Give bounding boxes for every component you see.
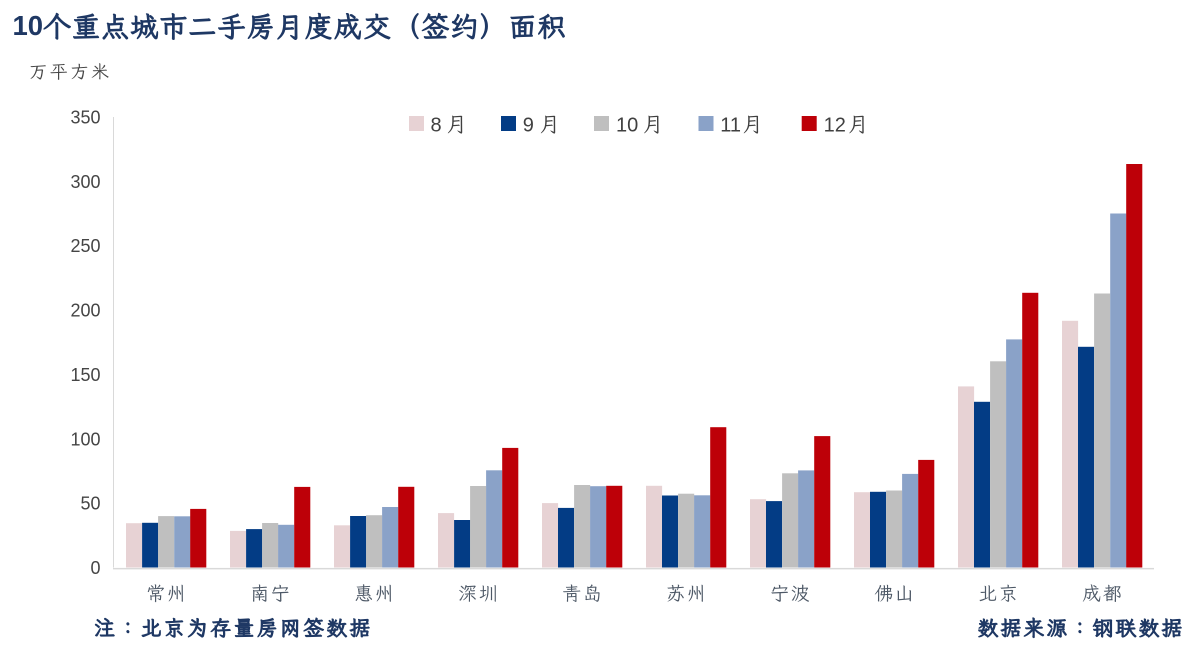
svg-text:50: 50	[80, 494, 100, 514]
svg-text:10: 10	[13, 10, 44, 41]
svg-text:9: 9	[523, 114, 534, 136]
svg-text:10: 10	[616, 114, 638, 136]
svg-text:8: 8	[431, 114, 442, 136]
svg-text:200: 200	[70, 301, 100, 321]
svg-text:150: 150	[70, 365, 100, 385]
svg-text:250: 250	[70, 236, 100, 256]
svg-text:12: 12	[824, 114, 846, 136]
svg-text:350: 350	[70, 108, 100, 128]
svg-text:100: 100	[70, 429, 100, 449]
svg-text:11: 11	[720, 114, 741, 136]
svg-text:0: 0	[90, 558, 100, 578]
svg-text:300: 300	[70, 172, 100, 192]
